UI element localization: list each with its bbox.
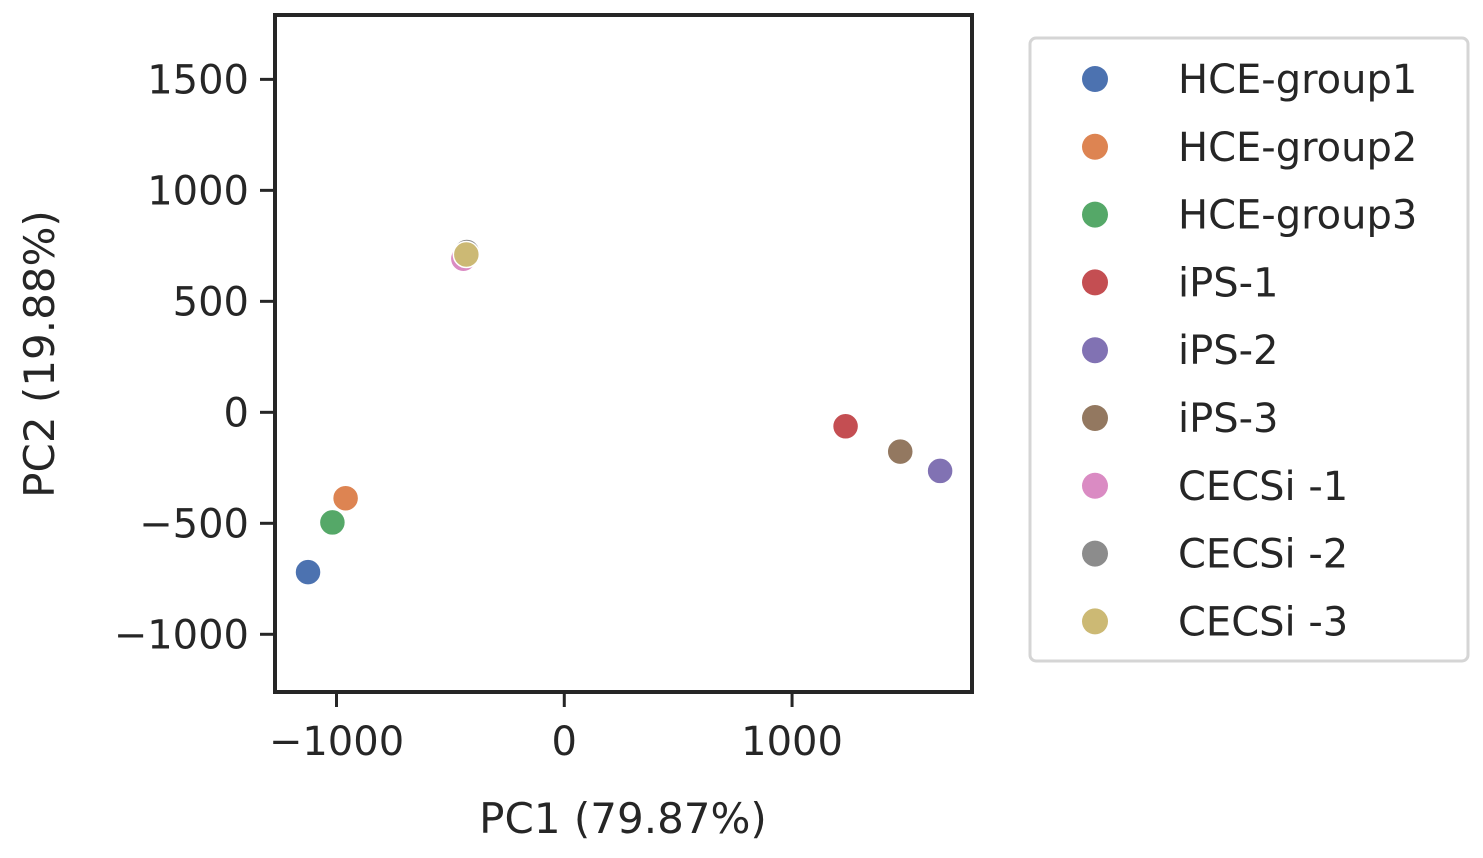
legend-box	[1028, 36, 1470, 663]
y-tick-label: 1000	[147, 168, 249, 214]
legend-marker	[1082, 472, 1108, 499]
x-axis-label: PC1 (79.87%)	[479, 794, 767, 843]
legend-marker	[1082, 405, 1108, 431]
data-point-ips-3	[886, 437, 914, 466]
data-point-hce-group1	[294, 558, 322, 586]
data-point-ips-1	[831, 412, 860, 441]
x-tick-label: 1000	[741, 719, 843, 765]
legend-marker	[1082, 201, 1108, 228]
y-tick-label: −500	[139, 501, 249, 547]
legend: HCE-group1 HCE-group2 HCE-group3 iPS-1 iPS-2…	[1028, 36, 1470, 663]
data-point-hce-group3	[318, 508, 347, 537]
data-point-hce-group2	[331, 484, 360, 512]
legend-marker	[1082, 608, 1108, 635]
legend-label: iPS-3	[1178, 396, 1279, 442]
legend-marker	[1082, 337, 1108, 364]
legend-marker	[1082, 66, 1108, 92]
legend-label: HCE-group1	[1178, 57, 1417, 103]
y-tick-label: 0	[224, 390, 249, 436]
legend-label: iPS-1	[1178, 260, 1279, 306]
plot-area	[294, 238, 954, 586]
legend-label: HCE-group2	[1178, 125, 1417, 171]
legend-marker	[1082, 133, 1108, 160]
x-tick-label: −1000	[269, 719, 404, 765]
legend-label: CECSi -3	[1178, 599, 1348, 645]
legend-label: HCE-group3	[1178, 193, 1417, 239]
legend-label: CECSi -1	[1178, 464, 1348, 510]
legend-marker	[1082, 540, 1108, 567]
y-tick-label: 500	[173, 279, 249, 325]
y-tick-label: 1500	[147, 57, 249, 103]
y-axis-label: PC2 (19.88%)	[15, 210, 64, 498]
y-tick-label: −1000	[114, 612, 249, 658]
axis-ticks: −1000 0 1000 −1000 −500 0 500 1000 1500	[114, 57, 843, 765]
x-tick-label: 0	[552, 719, 577, 765]
data-point-ips-2	[926, 457, 954, 485]
legend-label: CECSi -2	[1178, 532, 1348, 578]
legend-marker	[1082, 269, 1108, 296]
data-point-cecsi-3	[452, 240, 481, 269]
legend-label: iPS-2	[1178, 328, 1279, 374]
plot-frame	[273, 13, 974, 694]
